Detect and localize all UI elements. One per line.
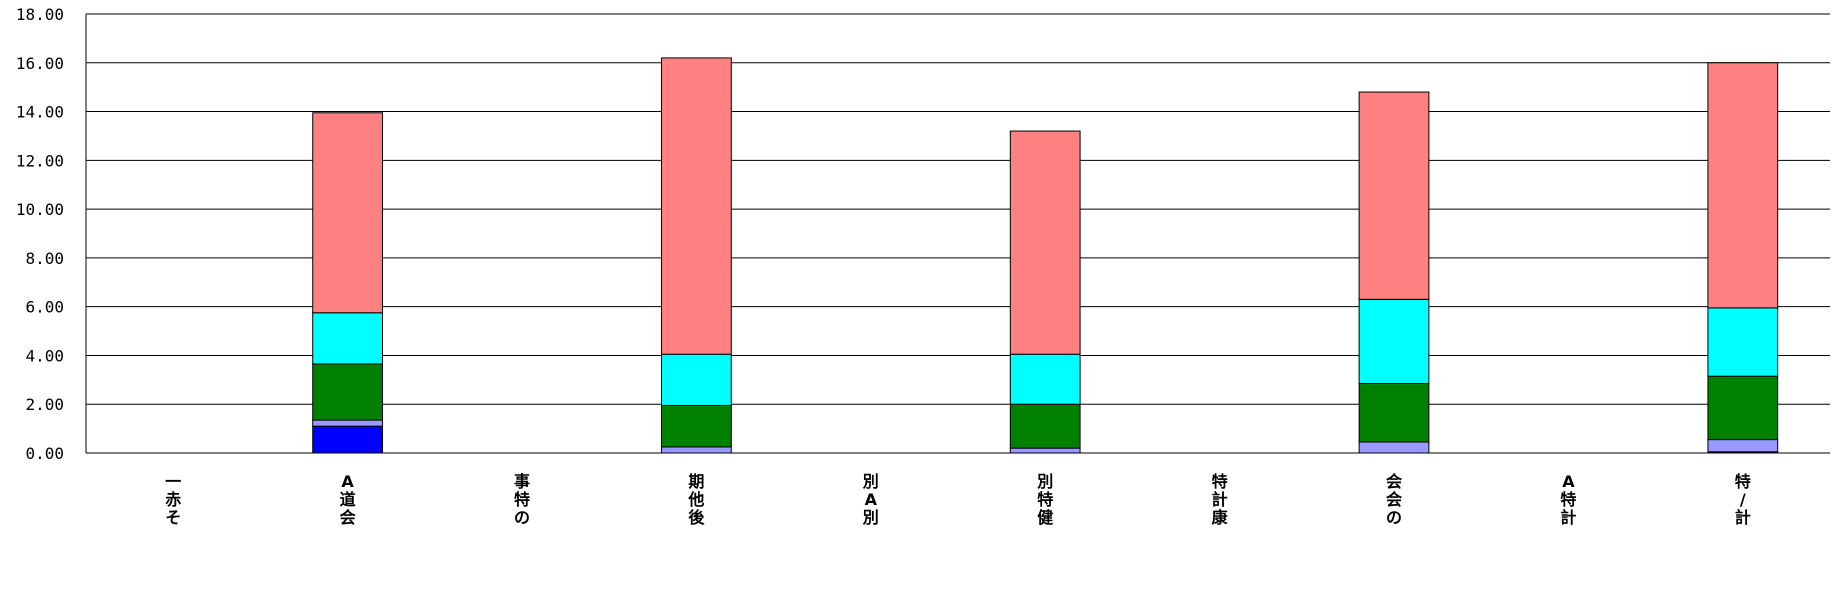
bar-segment xyxy=(1009,403,1081,449)
x-tick-label: A 道会 xyxy=(340,472,356,527)
bar-segment xyxy=(312,363,383,421)
bar-segment xyxy=(1009,353,1081,405)
bar-segment xyxy=(1707,375,1779,441)
bar-segment xyxy=(1009,447,1081,454)
bar-segment xyxy=(1358,91,1430,300)
x-axis-tick-labels: 一赤そ A 道会 事特の 期他後 別 A 別 別特健 特計康 会会の A 特計 特/計 xyxy=(165,472,1751,527)
bar-segment xyxy=(312,312,383,365)
x-tick-label: 事特の xyxy=(514,472,530,527)
bar-segment xyxy=(1009,130,1081,355)
y-tick-label: 4.00 xyxy=(25,346,64,365)
x-tick-label: 特/計 xyxy=(1735,472,1751,527)
bar-segment xyxy=(1358,298,1430,384)
bar-segment xyxy=(661,404,732,448)
bar-segment xyxy=(1707,439,1779,453)
y-tick-label: 14.00 xyxy=(16,103,64,122)
bar-segment xyxy=(1358,382,1430,443)
x-tick-label: 会会の xyxy=(1386,472,1402,527)
bar-segment xyxy=(661,57,732,355)
bar-segment xyxy=(312,419,383,427)
y-axis-tick-labels: 0.00 2.00 4.00 6.00 8.00 10.00 12.00 14.00 16.00… xyxy=(16,5,64,463)
x-tick-label: 期他後 xyxy=(687,472,705,527)
axes xyxy=(85,14,1830,454)
y-tick-label: 2.00 xyxy=(25,395,64,414)
x-tick-label: 別特健 xyxy=(1037,472,1053,527)
x-tick-label: 特計康 xyxy=(1212,472,1229,527)
bar-segment xyxy=(1358,441,1430,454)
bars xyxy=(312,57,1779,454)
x-tick-label: A 特計 xyxy=(1560,472,1576,527)
y-tick-label: 6.00 xyxy=(25,298,64,317)
x-tick-label: 一赤そ xyxy=(165,472,181,527)
bar-segment xyxy=(1707,307,1779,377)
bar-segment xyxy=(1707,62,1779,309)
y-tick-label: 18.00 xyxy=(16,5,64,24)
y-tick-label: 12.00 xyxy=(16,151,64,170)
bar-segment xyxy=(312,112,383,314)
y-tick-label: 0.00 xyxy=(25,444,64,463)
y-tick-label: 8.00 xyxy=(25,249,64,268)
bar-segment xyxy=(312,425,383,454)
bar-segment xyxy=(661,446,732,454)
y-tick-label: 16.00 xyxy=(16,54,64,73)
bar-segment xyxy=(661,353,732,406)
y-tick-label: 10.00 xyxy=(16,200,64,219)
